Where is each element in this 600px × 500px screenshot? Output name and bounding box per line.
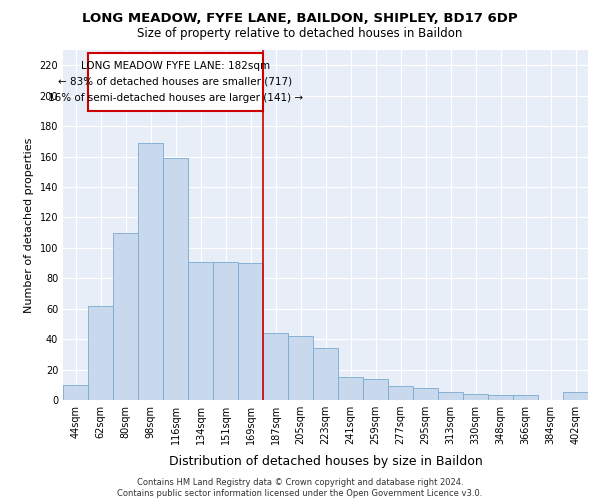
Bar xyxy=(88,53,263,111)
Bar xyxy=(113,232,138,400)
Bar xyxy=(388,386,413,400)
Text: Size of property relative to detached houses in Baildon: Size of property relative to detached ho… xyxy=(137,28,463,40)
Text: LONG MEADOW, FYFE LANE, BAILDON, SHIPLEY, BD17 6DP: LONG MEADOW, FYFE LANE, BAILDON, SHIPLEY… xyxy=(82,12,518,26)
Bar xyxy=(513,396,538,400)
Bar xyxy=(438,392,463,400)
Bar xyxy=(463,394,488,400)
Bar xyxy=(288,336,313,400)
Bar xyxy=(263,333,288,400)
X-axis label: Distribution of detached houses by size in Baildon: Distribution of detached houses by size … xyxy=(169,456,482,468)
Y-axis label: Number of detached properties: Number of detached properties xyxy=(24,138,34,312)
Bar xyxy=(563,392,588,400)
Bar xyxy=(338,377,363,400)
Text: LONG MEADOW FYFE LANE: 182sqm: LONG MEADOW FYFE LANE: 182sqm xyxy=(81,61,270,71)
Text: 16% of semi-detached houses are larger (141) →: 16% of semi-detached houses are larger (… xyxy=(48,93,303,103)
Bar xyxy=(488,396,513,400)
Bar xyxy=(88,306,113,400)
Bar xyxy=(238,263,263,400)
Bar xyxy=(188,262,213,400)
Bar xyxy=(213,262,238,400)
Text: Contains HM Land Registry data © Crown copyright and database right 2024.
Contai: Contains HM Land Registry data © Crown c… xyxy=(118,478,482,498)
Bar xyxy=(163,158,188,400)
Bar xyxy=(313,348,338,400)
Bar xyxy=(63,385,88,400)
Bar xyxy=(363,378,388,400)
Bar xyxy=(413,388,438,400)
Bar xyxy=(138,143,163,400)
Text: ← 83% of detached houses are smaller (717): ← 83% of detached houses are smaller (71… xyxy=(58,77,293,87)
